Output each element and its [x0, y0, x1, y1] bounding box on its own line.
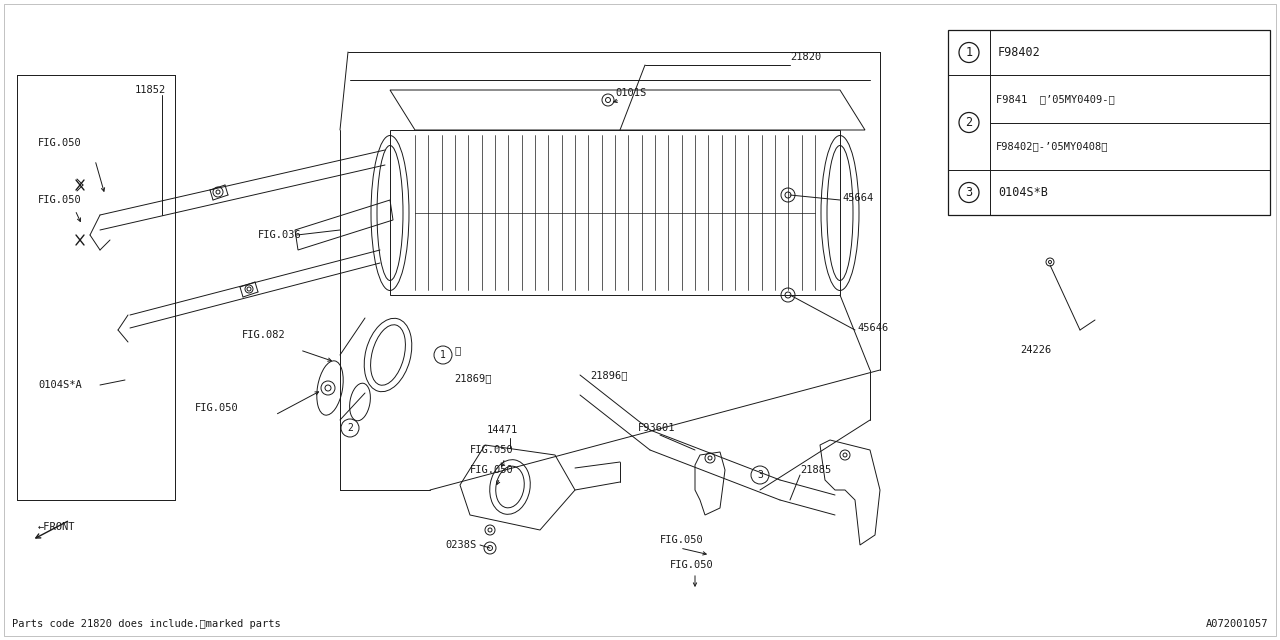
Text: ※: ※ — [454, 345, 461, 355]
Text: FIG.050: FIG.050 — [470, 445, 513, 455]
Text: ←FRONT: ←FRONT — [38, 522, 76, 532]
Text: 21896※: 21896※ — [590, 370, 627, 380]
Text: 0101S: 0101S — [614, 88, 646, 98]
Text: F98402: F98402 — [998, 46, 1041, 59]
Text: F98402〈-’05MY0408〉: F98402〈-’05MY0408〉 — [996, 141, 1108, 151]
Text: FIG.050: FIG.050 — [470, 465, 513, 475]
Text: 45664: 45664 — [842, 193, 873, 203]
Text: 0238S: 0238S — [445, 540, 476, 550]
Text: 14471: 14471 — [486, 425, 518, 435]
Text: 11852: 11852 — [134, 85, 166, 95]
Text: 1: 1 — [965, 46, 973, 59]
Text: 3: 3 — [965, 186, 973, 199]
Text: 24226: 24226 — [1020, 345, 1051, 355]
Text: A072001057: A072001057 — [1206, 619, 1268, 629]
Text: FIG.050: FIG.050 — [38, 138, 82, 148]
Text: FIG.050: FIG.050 — [38, 195, 82, 205]
Text: FIG.050: FIG.050 — [195, 403, 239, 413]
Text: FIG.050: FIG.050 — [669, 560, 714, 570]
Bar — [390, 130, 840, 295]
Text: 0104S*A: 0104S*A — [38, 380, 82, 390]
Bar — [948, 30, 1270, 215]
Text: 1: 1 — [440, 350, 445, 360]
Text: FIG.036: FIG.036 — [259, 230, 302, 240]
Text: 0104S*B: 0104S*B — [998, 186, 1048, 199]
Text: 2: 2 — [965, 116, 973, 129]
Text: 21885: 21885 — [800, 465, 831, 475]
Text: FIG.050: FIG.050 — [660, 535, 704, 545]
Text: 21869※: 21869※ — [454, 373, 492, 383]
Text: FIG.082: FIG.082 — [242, 330, 285, 340]
Text: 45646: 45646 — [858, 323, 888, 333]
Text: F9841  〈’05MY0409-〉: F9841 〈’05MY0409-〉 — [996, 93, 1115, 104]
Text: 2: 2 — [347, 423, 353, 433]
Text: 21820: 21820 — [790, 52, 822, 62]
Text: F93601: F93601 — [637, 423, 676, 433]
Text: 3: 3 — [756, 470, 763, 480]
Text: Parts code 21820 does include.※marked parts: Parts code 21820 does include.※marked pa… — [12, 619, 280, 629]
